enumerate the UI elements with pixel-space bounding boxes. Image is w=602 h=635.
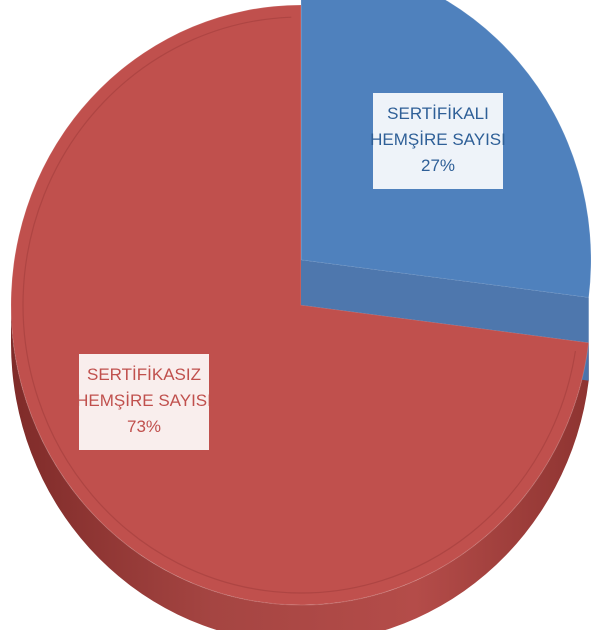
- data-label-text: SERTİFİKASIZ: [87, 365, 201, 384]
- data-label-text: HEMŞİRE SAYISI: [370, 130, 506, 149]
- pie-slice-sertifikasiz: [10, 4, 590, 606]
- data-label-sertifikali: SERTİFİKALI HEMŞİRE SAYISI 27%: [370, 93, 506, 189]
- data-label-sertifikasiz: SERTİFİKASIZ HEMŞİRE SAYISI 73%: [76, 354, 212, 450]
- data-label-box: [373, 93, 503, 189]
- pie-lip-blue: [301, 260, 589, 343]
- pie-layer: [10, 0, 592, 635]
- data-label-percent: 27%: [421, 156, 455, 175]
- data-label-percent: 73%: [127, 417, 161, 436]
- pie-rim-line: [22, 16, 577, 594]
- data-label-text: SERTİFİKALI: [387, 104, 489, 123]
- data-label-text: HEMŞİRE SAYISI: [76, 391, 212, 410]
- label-layer: SERTİFİKALI HEMŞİRE SAYISI 27% SERTİFİKASIZ…: [76, 93, 506, 450]
- data-label-box: [79, 354, 209, 450]
